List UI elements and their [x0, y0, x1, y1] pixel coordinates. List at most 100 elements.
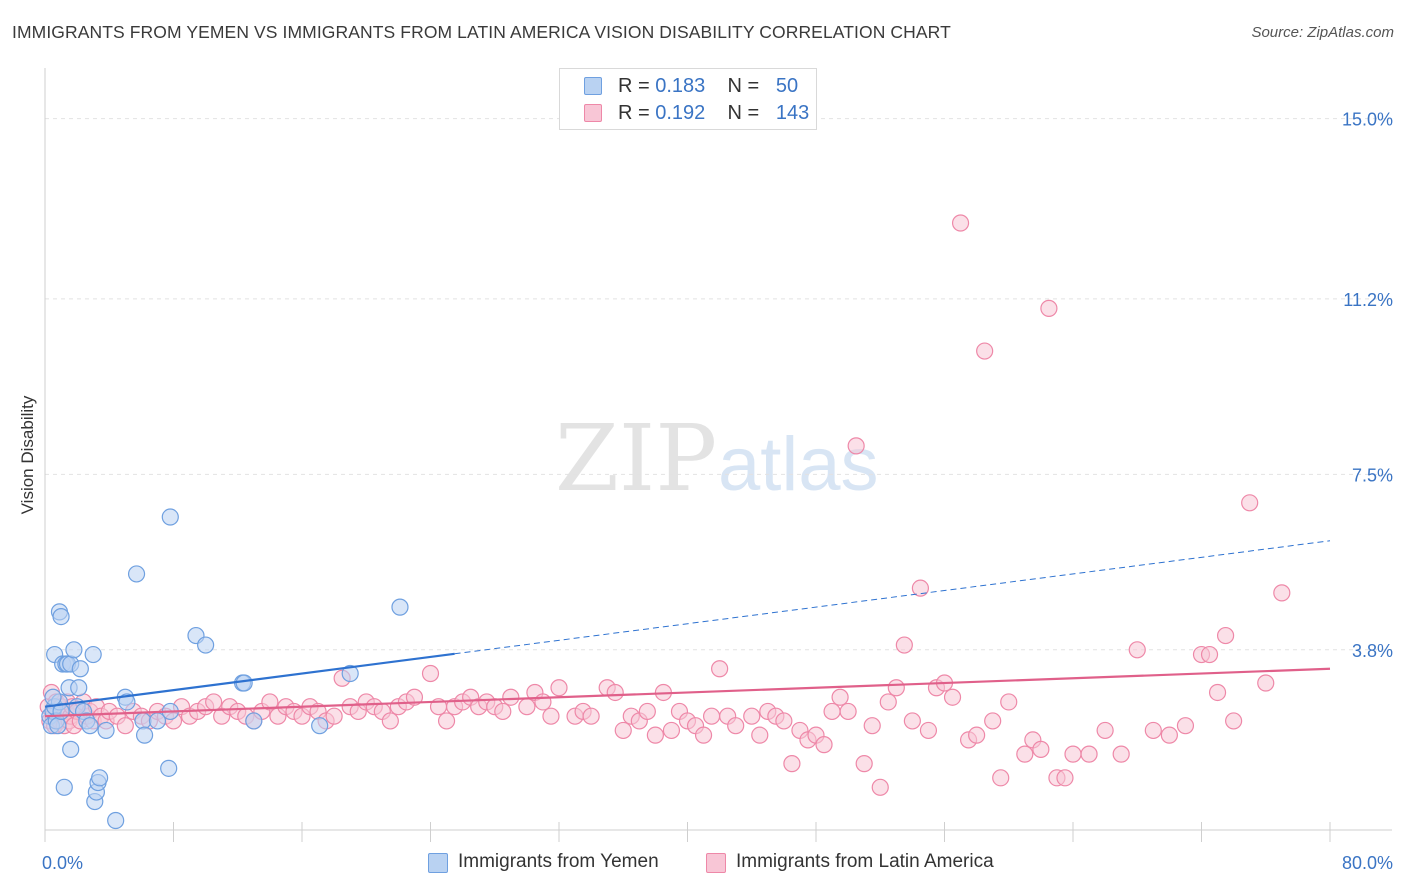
point-latin-america	[984, 712, 1002, 730]
point-yemen	[55, 778, 73, 796]
point-yemen	[62, 740, 80, 758]
point-latin-america	[1000, 693, 1018, 711]
point-latin-america	[871, 778, 889, 796]
point-latin-america	[1208, 683, 1227, 702]
point-yemen	[161, 508, 179, 526]
point-latin-america	[205, 693, 223, 711]
point-latin-america	[895, 636, 913, 654]
point-latin-america	[1225, 712, 1243, 730]
point-latin-america	[919, 721, 938, 740]
point-latin-america	[502, 688, 520, 706]
point-latin-america	[638, 702, 656, 721]
tick-labels: 3.8% 7.5% 11.2% 15.0% 0.0% 80.0%	[42, 110, 1393, 873]
point-yemen	[197, 636, 215, 654]
point-latin-america	[116, 717, 134, 735]
point-yemen	[391, 598, 409, 616]
point-latin-america	[1273, 584, 1291, 602]
point-yemen	[118, 693, 136, 711]
point-latin-america	[1160, 726, 1178, 744]
point-yemen	[97, 721, 115, 740]
point-latin-america	[711, 660, 729, 678]
point-yemen	[235, 674, 253, 692]
point-latin-america	[702, 707, 721, 725]
point-latin-america	[823, 702, 841, 721]
point-latin-america	[1144, 721, 1162, 740]
point-yemen	[160, 759, 178, 777]
yemen-r-value: 0.183	[655, 75, 706, 97]
trend-line-yemen-extension	[454, 540, 1331, 655]
point-latin-america	[694, 726, 713, 744]
point-latin-america	[1176, 717, 1195, 735]
point-yemen	[127, 565, 146, 583]
point-yemen	[84, 645, 102, 664]
stats-legend: R = 0.183 N = 50 R = 0.192 N = 143	[559, 68, 817, 130]
point-latin-america	[662, 721, 681, 740]
point-latin-america	[1056, 769, 1074, 787]
point-yemen	[52, 608, 70, 626]
point-latin-america	[1200, 645, 1219, 664]
legend-label-yemen: Immigrants from Yemen	[458, 851, 659, 872]
trend-line-yemen	[44, 652, 455, 708]
point-latin-america	[911, 579, 930, 597]
point-latin-america	[325, 707, 343, 725]
point-latin-america	[1096, 721, 1114, 740]
yemen-n-label: N =	[727, 75, 760, 97]
y-tick-label: 15.0%	[1342, 110, 1393, 130]
watermark: ZIP atlas	[555, 405, 879, 512]
grid	[45, 118, 1392, 651]
yemen-r-label: R =	[618, 75, 650, 97]
point-latin-america	[855, 755, 873, 773]
latin-swatch	[584, 104, 602, 122]
point-latin-america	[1112, 745, 1130, 763]
point-latin-america	[582, 707, 600, 725]
point-latin-america	[1064, 745, 1082, 763]
latin-n-label: N =	[727, 102, 760, 124]
yemen-n-value: 50	[775, 75, 799, 97]
point-latin-america	[421, 664, 440, 683]
points-latin-america	[39, 214, 1291, 796]
point-latin-america	[518, 698, 536, 716]
point-latin-america	[542, 707, 560, 725]
point-latin-america	[550, 679, 568, 697]
legend-label-latin-america: Immigrants from Latin America	[736, 851, 994, 872]
point-yemen	[91, 769, 109, 787]
chart-title: IMMIGRANTS FROM YEMEN VS IMMIGRANTS FROM…	[12, 22, 951, 42]
point-latin-america	[743, 707, 761, 725]
point-latin-america	[381, 712, 399, 730]
trend-line-latin-america	[44, 667, 1331, 718]
point-yemen	[65, 641, 83, 659]
point-latin-america	[1040, 299, 1058, 317]
point-latin-america	[261, 693, 279, 711]
point-latin-america	[976, 342, 994, 360]
point-yemen	[245, 712, 263, 730]
point-yemen	[70, 679, 88, 697]
point-latin-america	[614, 721, 632, 740]
legend-swatch-latin-america	[706, 853, 726, 873]
point-yemen	[44, 688, 62, 706]
point-latin-america	[847, 437, 865, 455]
point-yemen	[107, 811, 125, 830]
point-latin-america	[494, 702, 512, 721]
point-latin-america	[646, 726, 664, 744]
chart-source: Source: ZipAtlas.com	[1251, 24, 1394, 41]
point-latin-america	[1257, 674, 1275, 692]
point-latin-america	[751, 726, 769, 744]
y-tick-label: 7.5%	[1352, 465, 1393, 485]
point-latin-america	[1032, 740, 1050, 758]
latin-r-label: R =	[618, 102, 650, 124]
point-latin-america	[437, 712, 456, 730]
point-yemen	[71, 660, 89, 678]
axes	[44, 68, 1392, 842]
point-latin-america	[1016, 745, 1034, 763]
trend-lines	[44, 540, 1331, 718]
point-yemen	[311, 717, 329, 735]
latin-n-value: 143	[775, 102, 810, 124]
latin-r-value: 0.192	[655, 102, 706, 124]
point-latin-america	[1128, 641, 1146, 659]
point-latin-america	[783, 755, 801, 773]
point-latin-america	[943, 688, 962, 706]
point-yemen	[134, 712, 152, 730]
point-latin-america	[968, 726, 986, 744]
point-yemen	[49, 717, 67, 735]
